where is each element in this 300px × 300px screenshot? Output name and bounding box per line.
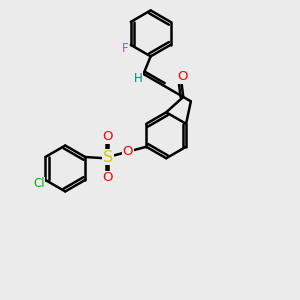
Text: O: O bbox=[177, 70, 188, 83]
Text: Cl: Cl bbox=[33, 177, 45, 190]
Text: F: F bbox=[122, 42, 128, 55]
Text: O: O bbox=[123, 145, 133, 158]
Text: S: S bbox=[103, 149, 113, 164]
Text: O: O bbox=[103, 130, 113, 143]
Text: H: H bbox=[134, 72, 142, 85]
Text: O: O bbox=[103, 171, 113, 184]
